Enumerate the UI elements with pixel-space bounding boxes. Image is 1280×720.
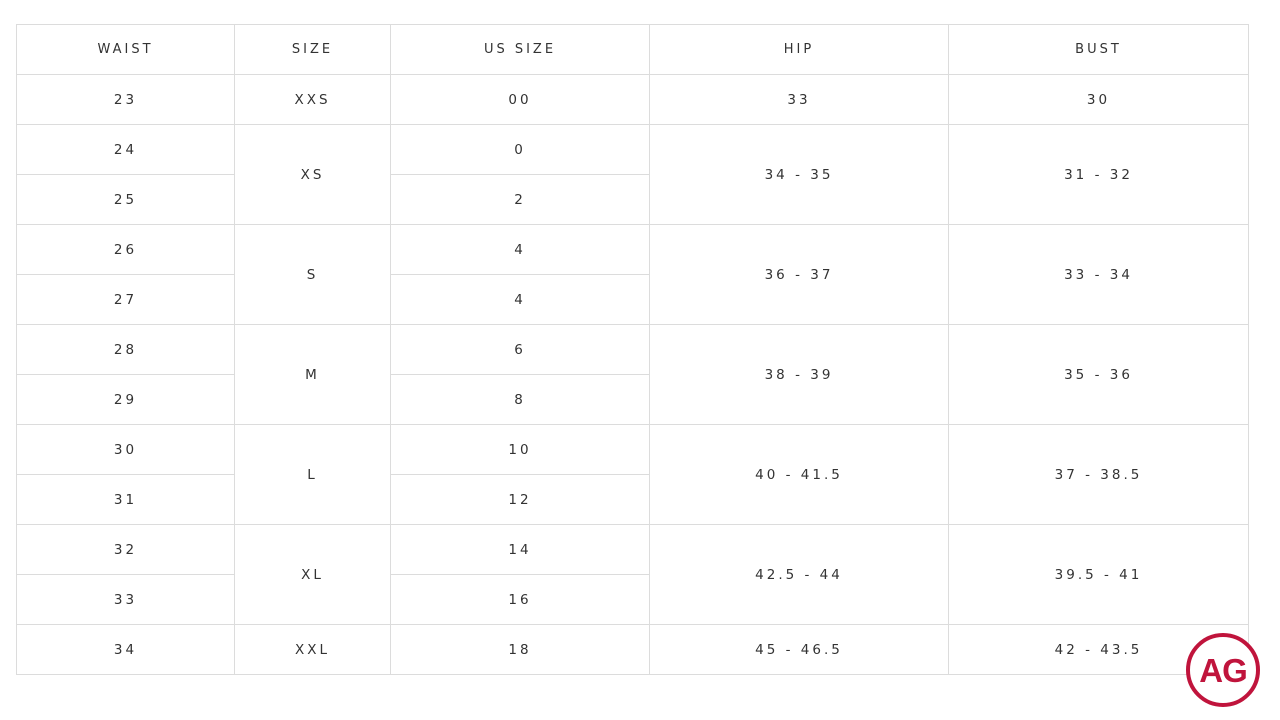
waist-cell: 24 bbox=[16, 124, 235, 175]
size-cell: L bbox=[234, 424, 391, 525]
waist-cell: 26 bbox=[16, 224, 235, 275]
waist-cell: 23 bbox=[16, 74, 235, 125]
hip-cell: 34 - 35 bbox=[649, 124, 949, 225]
bust-cell: 37 - 38.5 bbox=[948, 424, 1249, 525]
hip-cell: 33 bbox=[649, 74, 949, 125]
header-waist: WAIST bbox=[16, 24, 235, 75]
ag-logo: AG bbox=[1186, 633, 1260, 707]
hip-cell: 38 - 39 bbox=[649, 324, 949, 425]
size-chart-table: WAIST SIZE US SIZE HIP BUST 23 XXS 00 33 30 2… bbox=[16, 24, 1249, 675]
bust-cell: 33 - 34 bbox=[948, 224, 1249, 325]
bust-cell: 39.5 - 41 bbox=[948, 524, 1249, 625]
table-row: 30 L 10 40 - 41.5 37 - 38.5 bbox=[16, 424, 1249, 525]
waist-cell: 27 bbox=[16, 274, 235, 325]
table-row: 28 M 6 38 - 39 35 - 36 bbox=[16, 324, 1249, 425]
header-us-size: US SIZE bbox=[390, 24, 650, 75]
size-cell: XL bbox=[234, 524, 391, 625]
header-hip: HIP bbox=[649, 24, 949, 75]
waist-cell: 33 bbox=[16, 574, 235, 625]
header-row: WAIST SIZE US SIZE HIP BUST bbox=[16, 24, 1249, 75]
size-chart-body: 23 XXS 00 33 30 24 XS 0 34 - 35 31 - 32 25 2 26 S 4 36 … bbox=[16, 74, 1249, 675]
us-size-cell: 4 bbox=[390, 274, 650, 325]
us-size-cell: 4 bbox=[390, 224, 650, 275]
svg-text:AG: AG bbox=[1199, 652, 1247, 689]
waist-cell: 30 bbox=[16, 424, 235, 475]
waist-cell: 28 bbox=[16, 324, 235, 375]
table-row: 29 8 bbox=[16, 374, 1249, 425]
us-size-cell: 00 bbox=[390, 74, 650, 125]
us-size-cell: 14 bbox=[390, 524, 650, 575]
waist-cell: 34 bbox=[16, 624, 235, 675]
size-cell: XS bbox=[234, 124, 391, 225]
size-cell: S bbox=[234, 224, 391, 325]
bust-cell: 35 - 36 bbox=[948, 324, 1249, 425]
table-row: 25 2 bbox=[16, 174, 1249, 225]
table-row: 32 XL 14 42.5 - 44 39.5 - 41 bbox=[16, 524, 1249, 625]
us-size-cell: 12 bbox=[390, 474, 650, 525]
waist-cell: 25 bbox=[16, 174, 235, 225]
hip-cell: 45 - 46.5 bbox=[649, 624, 949, 675]
size-cell: XXL bbox=[234, 624, 391, 675]
us-size-cell: 0 bbox=[390, 124, 650, 175]
waist-cell: 29 bbox=[16, 374, 235, 425]
table-row: 26 S 4 36 - 37 33 - 34 bbox=[16, 224, 1249, 325]
header-size: SIZE bbox=[234, 24, 391, 75]
table-row: 34 XXL 18 45 - 46.5 42 - 43.5 bbox=[16, 624, 1249, 675]
bust-cell: 30 bbox=[948, 74, 1249, 125]
header-bust: BUST bbox=[948, 24, 1249, 75]
size-cell: M bbox=[234, 324, 391, 425]
size-cell: XXS bbox=[234, 74, 391, 125]
hip-cell: 36 - 37 bbox=[649, 224, 949, 325]
hip-cell: 40 - 41.5 bbox=[649, 424, 949, 525]
us-size-cell: 10 bbox=[390, 424, 650, 475]
table-row: 24 XS 0 34 - 35 31 - 32 bbox=[16, 124, 1249, 225]
waist-cell: 32 bbox=[16, 524, 235, 575]
bust-cell: 31 - 32 bbox=[948, 124, 1249, 225]
table-row: 23 XXS 00 33 30 bbox=[16, 74, 1249, 125]
us-size-cell: 6 bbox=[390, 324, 650, 375]
us-size-cell: 16 bbox=[390, 574, 650, 625]
us-size-cell: 2 bbox=[390, 174, 650, 225]
us-size-cell: 18 bbox=[390, 624, 650, 675]
waist-cell: 31 bbox=[16, 474, 235, 525]
hip-cell: 42.5 - 44 bbox=[649, 524, 949, 625]
us-size-cell: 8 bbox=[390, 374, 650, 425]
